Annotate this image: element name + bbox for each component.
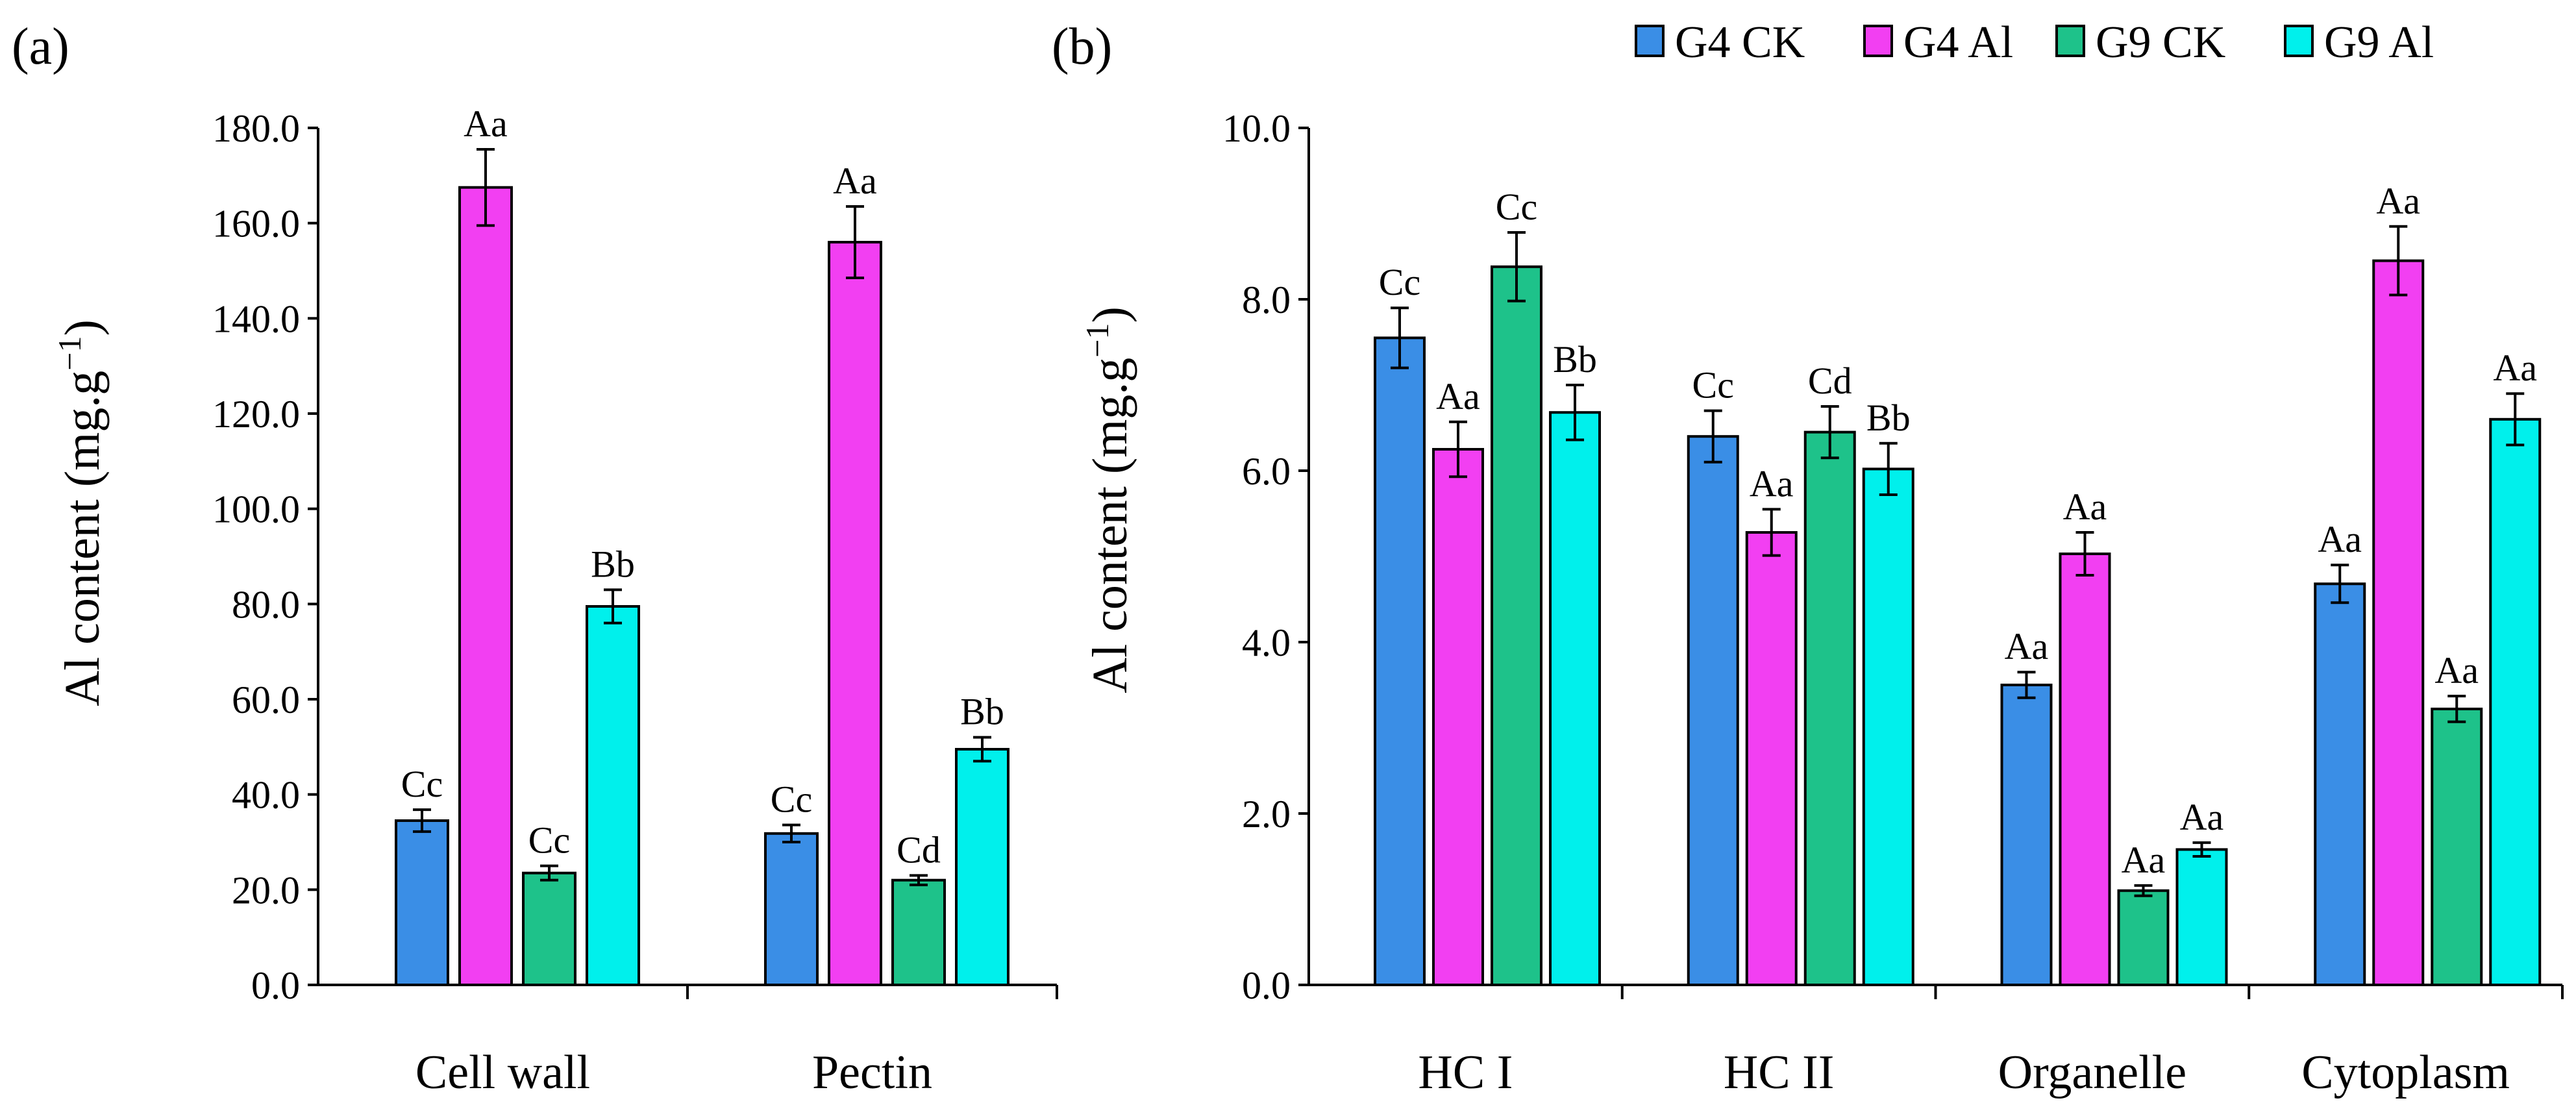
y-tick-label: 140.0 [212, 297, 300, 340]
bar-g4-ck-cell-wall [395, 819, 449, 986]
bar-g4-al-cell-wall [458, 186, 513, 987]
bar-g4-ck-hc-ii [1687, 435, 1739, 986]
significance-label: Aa [2318, 518, 2362, 560]
significance-label: Aa [1750, 462, 1794, 504]
y-tick-label: 120.0 [212, 393, 300, 436]
x-category-label-hc-ii: HC II [1724, 1046, 1835, 1099]
y-tick-label: 20.0 [232, 869, 300, 912]
legend-swatch-g9-ck [2055, 25, 2085, 57]
legend-label-g4-al: G4 Al [1903, 18, 2013, 68]
legend-swatch-g4-al [1863, 25, 1893, 57]
bar-g4-ck-cytoplasm [2314, 582, 2366, 986]
bar-g4-ck-organelle [2000, 684, 2053, 986]
significance-label: Aa [2434, 649, 2479, 691]
bar-g4-al-hc-ii [1745, 531, 1798, 986]
bar-g9-al-pectin [955, 748, 1009, 986]
panel-b-y-axis-title: Al content (mg.g−1) [1079, 306, 1137, 693]
x-category-label-hc-i: HC I [1418, 1046, 1513, 1099]
bar-g9-ck-cell-wall [522, 871, 576, 986]
panel-a-axes: 0.0 20.0 40.0 60.0 80.0 100.0 120.0 140.0 160.0 1… [212, 107, 1058, 1099]
bar-g9-ck-pectin [891, 878, 946, 986]
significance-label: Aa [2005, 625, 2049, 667]
significance-label: Cc [1692, 364, 1734, 406]
panel-a-label: (a) [12, 18, 69, 75]
significance-label: Aa [2063, 486, 2107, 528]
significance-label: Cc [1379, 261, 1420, 303]
bar-g4-al-organelle [2059, 553, 2111, 986]
panel-b-axes: 0.0 2.0 4.0 6.0 8.0 10.0 HC I HC II Organelle Cyt… [1222, 107, 2564, 1099]
bar-g9-al-hc-ii [1862, 467, 1914, 986]
significance-label: Cc [1496, 186, 1537, 228]
bar-g4-ck-pectin [764, 832, 819, 987]
bar-g9-al-cytoplasm [2489, 417, 2542, 986]
significance-label: Bb [1553, 338, 1597, 380]
panel-b-bars: Cc Cc Aa Aa Aa Aa Aa Aa Cc Cd Aa Aa Bb Bb Aa Aa [1374, 180, 2542, 987]
x-category-label-cell-wall: Cell wall [415, 1046, 590, 1099]
y-tick-label: 80.0 [232, 583, 300, 626]
significance-label: Bb [960, 691, 1004, 733]
significance-label: Aa [2180, 796, 2224, 838]
significance-label: Cd [897, 828, 941, 871]
significance-label: Cd [1808, 360, 1852, 402]
y-tick-label: 10.0 [1222, 107, 1291, 150]
y-tick-label: 160.0 [212, 203, 300, 245]
significance-label: Aa [2122, 839, 2166, 881]
legend-label-g4-ck: G4 CK [1675, 18, 1805, 68]
significance-label: Bb [591, 543, 635, 585]
significance-label: Cc [771, 778, 812, 821]
panel-a-bars: Cc Cc Aa Aa Cc Cd Bb Bb [395, 103, 1009, 987]
x-category-label-organelle: Organelle [1998, 1046, 2186, 1099]
bar-g4-al-cytoplasm [2372, 259, 2425, 987]
significance-label: Aa [464, 103, 508, 145]
bar-g9-ck-hc-i [1491, 265, 1542, 987]
bar-g4-ck-hc-i [1374, 336, 1426, 986]
x-category-label-pectin: Pectin [812, 1046, 932, 1099]
y-tick-label: 60.0 [232, 678, 300, 721]
bar-g4-al-pectin [828, 241, 882, 986]
bar-g9-al-cell-wall [586, 605, 640, 986]
y-tick-label: 0.0 [251, 964, 300, 1007]
y-tick-label: 100.0 [212, 488, 300, 531]
y-tick-label: 2.0 [1242, 793, 1291, 836]
y-tick-label: 8.0 [1242, 279, 1291, 321]
significance-label: Aa [833, 160, 877, 202]
bar-g9-al-organelle [2175, 848, 2228, 986]
significance-label: Aa [1436, 375, 1480, 417]
significance-label: Cc [401, 763, 443, 805]
panel-b-label: (b) [1052, 18, 1112, 75]
legend-swatch-g4-ck [1635, 25, 1665, 57]
bar-g9-al-hc-i [1549, 411, 1601, 986]
legend-swatch-g9-al [2284, 25, 2314, 57]
panel-a-y-axis-title: Al content (mg.g−1) [51, 319, 110, 706]
y-tick-label: 6.0 [1242, 450, 1291, 493]
bar-g4-al-hc-i [1432, 448, 1484, 986]
y-tick-label: 0.0 [1242, 964, 1291, 1007]
significance-label: Aa [2493, 347, 2537, 389]
y-tick-label: 180.0 [212, 107, 300, 150]
legend-label-g9-al: G9 Al [2324, 18, 2434, 68]
legend-label-g9-ck: G9 CK [2096, 18, 2225, 68]
x-category-label-cytoplasm: Cytoplasm [2301, 1046, 2510, 1099]
y-tick-label: 40.0 [232, 774, 300, 817]
bar-g9-ck-hc-ii [1803, 430, 1856, 986]
legend: G4 CK G4 Al G9 CK G9 Al [1635, 18, 2434, 68]
significance-label: Cc [528, 819, 570, 862]
panel-b-chart: (b) Al content (mg.g−1) 0.0 2.0 4.0 6.0 8.0 1… [1052, 18, 2564, 1099]
bar-g9-ck-cytoplasm [2431, 707, 2483, 986]
significance-label: Bb [1866, 397, 1911, 439]
bar-g9-ck-organelle [2117, 889, 2170, 987]
y-tick-label: 4.0 [1242, 621, 1291, 664]
panel-a-chart: (a) Al content (mg.g−1) 0.0 20.0 40.0 60.0 8… [12, 18, 1058, 1099]
significance-label: Aa [2376, 180, 2420, 222]
